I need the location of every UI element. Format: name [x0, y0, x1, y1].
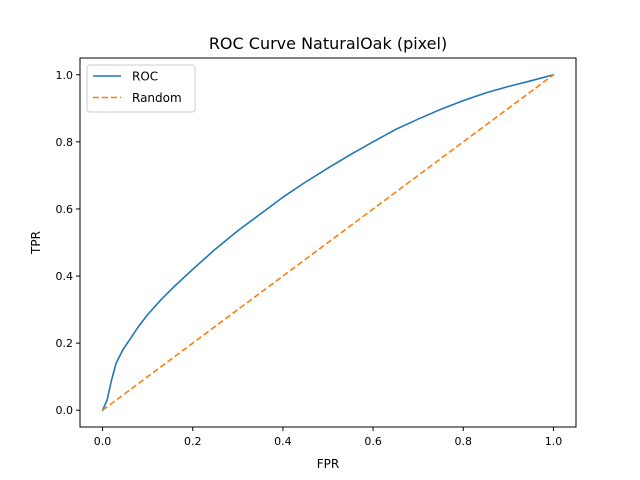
series-lines — [101, 73, 555, 412]
series-line-random — [102, 74, 554, 411]
y-axis: 0.0 0.2 0.4 0.6 0.8 1.0 — [56, 69, 80, 417]
y-tick-label: 0.0 — [56, 404, 74, 417]
y-tick-label: 0.6 — [56, 203, 74, 216]
y-tick-label: 1.0 — [56, 69, 74, 82]
x-tick-label: 0.0 — [94, 435, 112, 448]
y-tick-label: 0.8 — [56, 136, 74, 149]
y-tick-label: 0.4 — [56, 270, 74, 283]
x-axis-label: FPR — [317, 457, 339, 471]
y-axis-label: TPR — [29, 231, 43, 255]
y-tick-label: 0.2 — [56, 337, 74, 350]
x-tick-label: 0.8 — [455, 435, 473, 448]
x-axis: 0.0 0.2 0.4 0.6 0.8 1.0 — [94, 427, 562, 448]
legend-label-random: Random — [132, 91, 182, 105]
legend-label-roc: ROC — [132, 70, 158, 84]
x-tick-label: 0.6 — [364, 435, 382, 448]
x-tick-label: 1.0 — [545, 435, 563, 448]
x-tick-label: 0.2 — [184, 435, 202, 448]
legend: ROC Random — [86, 64, 196, 113]
series-line-roc — [101, 73, 555, 412]
x-tick-label: 0.4 — [274, 435, 292, 448]
chart-title: ROC Curve NaturalOak (pixel) — [209, 34, 447, 53]
plot-frame — [79, 57, 577, 428]
